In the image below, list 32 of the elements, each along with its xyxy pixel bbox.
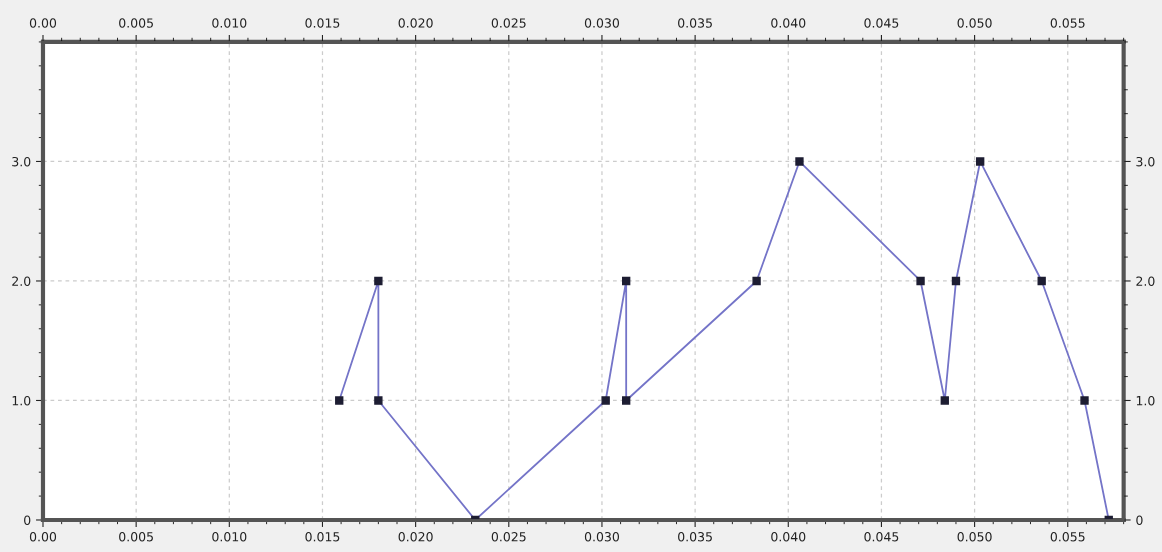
- x-tick-label: 0.005: [119, 532, 153, 542]
- y-tick-label: 2.0: [12, 276, 31, 286]
- y2-tick-label: 2.0: [1136, 276, 1155, 286]
- x2-tick-label: 0.035: [678, 18, 712, 28]
- x-tick-label: 0.020: [398, 532, 433, 542]
- x2-tick-label: 0.030: [584, 18, 620, 28]
- x2-tick-label: 0.015: [305, 18, 340, 28]
- x2-tick-label: 0.040: [771, 18, 806, 28]
- x2-tick-label: 0.025: [491, 18, 526, 28]
- x2-tick-label: 0.020: [398, 18, 433, 28]
- x-tick-label: 0.015: [305, 532, 340, 542]
- x-tick-label: 0.035: [678, 532, 712, 542]
- x-tick-label: 0.045: [864, 532, 899, 542]
- y2-tick-label: 0: [1136, 515, 1143, 525]
- x-tick-label: 0.030: [584, 532, 620, 542]
- x-tick-label: 0.055: [1050, 532, 1085, 542]
- x2-tick-label: 0.050: [957, 18, 992, 28]
- x2-tick-label: 0.00: [29, 18, 57, 28]
- y-tick-label: 3.0: [12, 156, 31, 167]
- x-tick-label: 0.040: [771, 532, 806, 542]
- x2-tick-label: 0.045: [864, 18, 899, 28]
- y-tick-label: 0: [24, 515, 31, 525]
- x2-tick-label: 0.005: [119, 18, 153, 28]
- y2-tick-label: 1.0: [1136, 395, 1155, 406]
- x2-tick-label: 0.055: [1050, 18, 1085, 28]
- y-tick-label: 1.0: [12, 395, 31, 406]
- x-tick-label: 0.050: [957, 532, 992, 542]
- x-tick-label: 0.00: [29, 532, 57, 542]
- x-tick-label: 0.025: [491, 532, 526, 542]
- x-tick-label: 0.010: [212, 532, 247, 542]
- y2-tick-label: 3.0: [1136, 156, 1155, 167]
- x2-tick-label: 0.010: [212, 18, 247, 28]
